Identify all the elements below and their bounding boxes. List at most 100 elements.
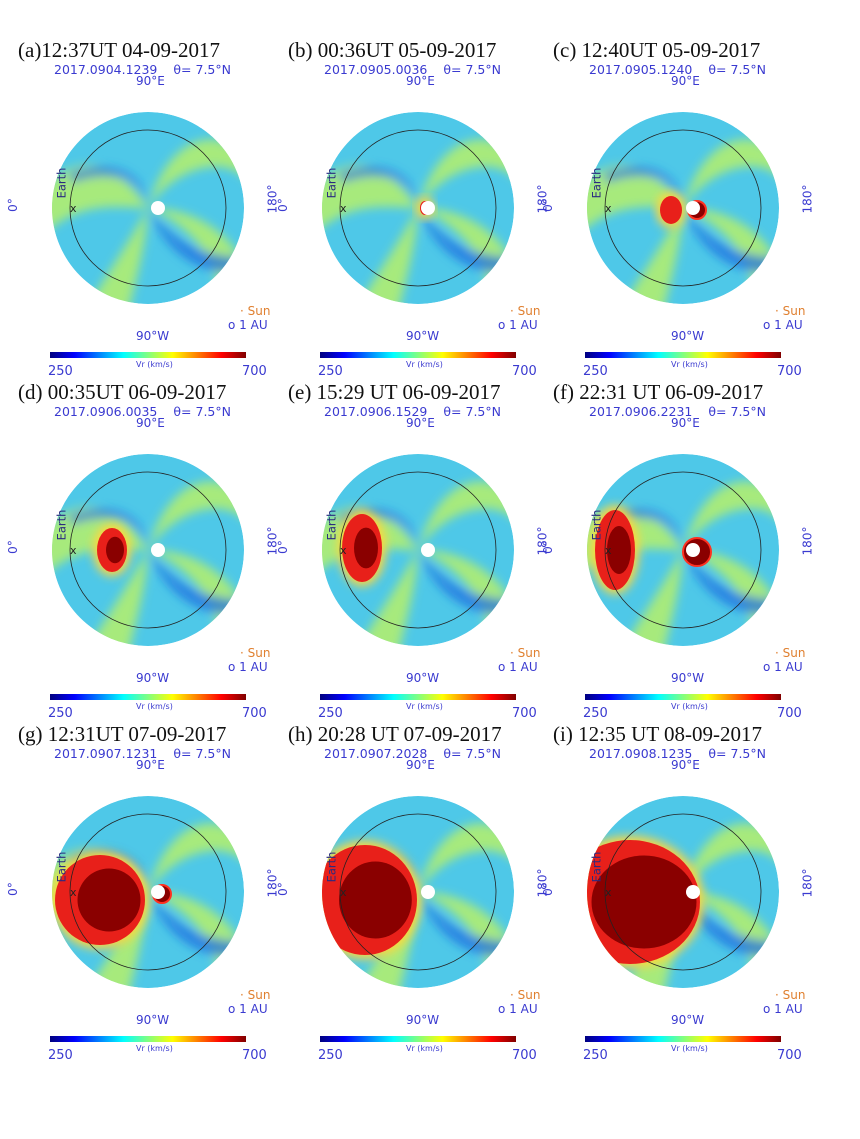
earth-label: Earth: [324, 167, 339, 199]
colorbar-min: 250: [318, 364, 343, 379]
colorbar-max: 700: [777, 1048, 802, 1063]
label-90e: 90°E: [671, 416, 700, 430]
panel-title: (e) 15:29 UT 06-09-2017: [288, 380, 501, 404]
colorbar-unit: Vr (km/s): [406, 702, 443, 711]
colorbar-min: 250: [48, 364, 73, 379]
au-legend: o 1 AU: [763, 660, 803, 674]
sun-marker: [421, 201, 435, 215]
au-orbit: [604, 471, 762, 629]
colorbar-min: 250: [583, 706, 608, 721]
earth-label: Earth: [54, 167, 69, 199]
panel-title: (g) 12:31UT 07-09-2017: [18, 722, 227, 746]
label-180deg: 180°: [800, 184, 815, 214]
label-90w: 90°W: [406, 329, 440, 343]
speed-field: [322, 112, 514, 304]
panel-subtitle: 2017.0906.0035 θ= 7.5°N: [54, 404, 231, 419]
speed-field: [52, 454, 244, 646]
colorbar-max: 700: [242, 706, 267, 721]
theta-label: θ= 7.5°N: [173, 746, 231, 761]
sun-legend: · Sun: [510, 646, 541, 660]
solar-wind-disk: x: [322, 454, 514, 646]
sun-marker: [686, 885, 700, 899]
label-90e: 90°E: [671, 74, 700, 88]
colorbar-unit: Vr (km/s): [671, 1044, 708, 1053]
panel-c: (c) 12:40UT 05-09-2017 2017.0905.1240 θ= …: [541, 38, 838, 383]
panel-i: (i) 12:35 UT 08-09-2017 2017.0908.1235 θ=…: [541, 722, 838, 1067]
label-90w: 90°W: [671, 329, 705, 343]
sun-marker: [686, 201, 700, 215]
label-90e: 90°E: [406, 74, 435, 88]
colorbar-unit: Vr (km/s): [671, 360, 708, 369]
colorbar-max: 700: [242, 364, 267, 379]
theta-label: θ= 7.5°N: [173, 62, 231, 77]
speed-field: [52, 796, 244, 988]
solar-wind-disk: x: [587, 796, 779, 988]
solar-wind-disk: x: [52, 796, 244, 988]
panel-title: (d) 00:35UT 06-09-2017: [18, 380, 227, 404]
earth-marker: x: [605, 544, 612, 557]
colorbar: [585, 694, 781, 700]
earth-marker: x: [605, 202, 612, 215]
label-90e: 90°E: [406, 758, 435, 772]
sun-legend: · Sun: [775, 988, 806, 1002]
panel-subtitle: 2017.0905.0036 θ= 7.5°N: [324, 62, 501, 77]
panel-h: (h) 20:28 UT 07-09-2017 2017.0907.2028 θ=…: [276, 722, 573, 1067]
earth-label: Earth: [589, 851, 604, 883]
earth-marker: x: [340, 886, 347, 899]
colorbar-max: 700: [512, 1048, 537, 1063]
colorbar-min: 250: [318, 1048, 343, 1063]
panel-subtitle: 2017.0906.1529 θ= 7.5°N: [324, 404, 501, 419]
au-orbit: [339, 129, 497, 287]
panel-a: (a)12:37UT 04-09-2017 2017.0904.1239 θ= 7…: [6, 38, 303, 383]
colorbar: [585, 352, 781, 358]
panel-b: (b) 00:36UT 05-09-2017 2017.0905.0036 θ= …: [276, 38, 573, 383]
panel-title: (h) 20:28 UT 07-09-2017: [288, 722, 502, 746]
panel-subtitle: 2017.0908.1235 θ= 7.5°N: [589, 746, 766, 761]
colorbar-min: 250: [48, 1048, 73, 1063]
au-legend: o 1 AU: [228, 1002, 268, 1016]
speed-field: [587, 112, 779, 304]
colorbar-min: 250: [583, 1048, 608, 1063]
sun-legend: · Sun: [775, 304, 806, 318]
earth-marker: x: [70, 886, 77, 899]
theta-label: θ= 7.5°N: [443, 404, 501, 419]
au-legend: o 1 AU: [498, 1002, 538, 1016]
colorbar-max: 700: [512, 364, 537, 379]
label-0deg: 0°: [275, 882, 290, 896]
colorbar: [585, 1036, 781, 1042]
sun-legend: · Sun: [240, 304, 271, 318]
panel-code: 2017.0907.1231: [54, 746, 158, 761]
earth-marker: x: [340, 544, 347, 557]
label-90e: 90°E: [136, 416, 165, 430]
label-0deg: 0°: [5, 540, 20, 554]
sun-legend: · Sun: [510, 304, 541, 318]
panel-code: 2017.0906.2231: [589, 404, 693, 419]
panel-code: 2017.0905.0036: [324, 62, 428, 77]
panel-g: (g) 12:31UT 07-09-2017 2017.0907.1231 θ= …: [6, 722, 303, 1067]
label-90w: 90°W: [406, 671, 440, 685]
panel-title: (i) 12:35 UT 08-09-2017: [553, 722, 763, 746]
colorbar-unit: Vr (km/s): [406, 1044, 443, 1053]
au-orbit: [339, 813, 497, 971]
panel-title: (c) 12:40UT 05-09-2017: [553, 38, 761, 62]
panel-subtitle: 2017.0905.1240 θ= 7.5°N: [589, 62, 766, 77]
solar-wind-disk: x: [52, 112, 244, 304]
label-0deg: 0°: [5, 198, 20, 212]
sun-legend: · Sun: [510, 988, 541, 1002]
label-0deg: 0°: [275, 198, 290, 212]
au-legend: o 1 AU: [498, 318, 538, 332]
au-orbit: [604, 813, 762, 971]
earth-label: Earth: [589, 509, 604, 541]
label-90w: 90°W: [136, 671, 170, 685]
colorbar: [320, 1036, 516, 1042]
theta-label: θ= 7.5°N: [708, 62, 766, 77]
sun-marker: [421, 543, 435, 557]
au-orbit: [69, 129, 227, 287]
au-orbit: [69, 471, 227, 629]
colorbar-max: 700: [777, 706, 802, 721]
label-90e: 90°E: [671, 758, 700, 772]
colorbar-unit: Vr (km/s): [671, 702, 708, 711]
colorbar-unit: Vr (km/s): [136, 702, 173, 711]
label-0deg: 0°: [275, 540, 290, 554]
